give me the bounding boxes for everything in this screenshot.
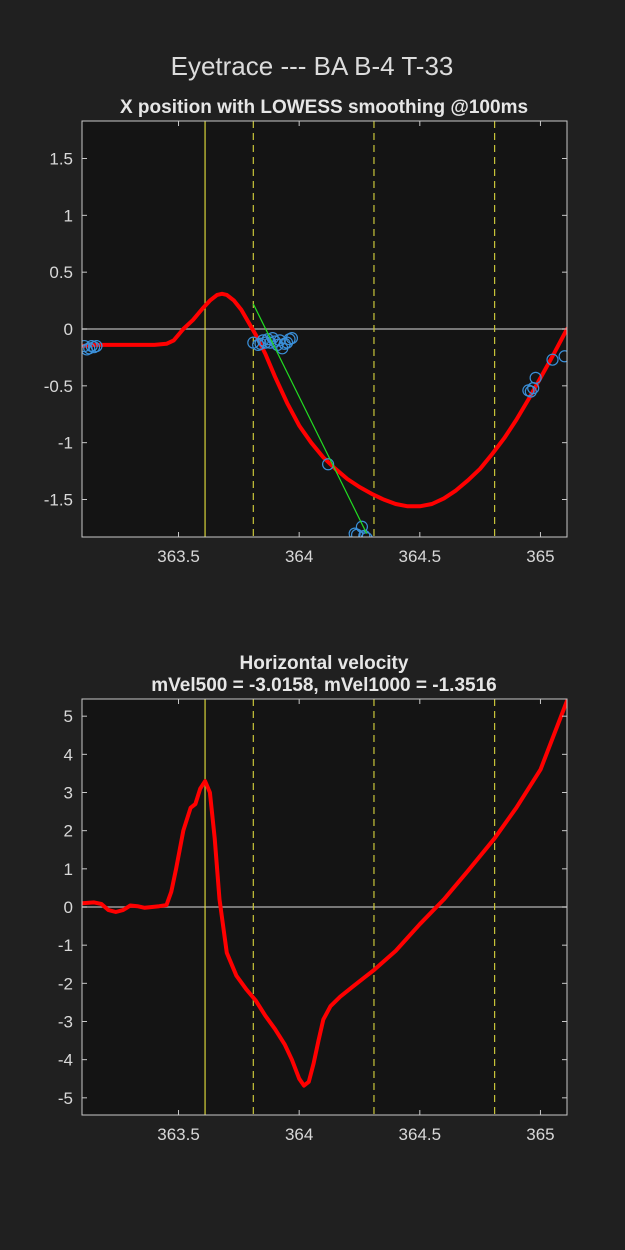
velocity-smoothed-trace bbox=[82, 699, 567, 1088]
position-sample-point bbox=[259, 336, 272, 349]
position-xtick-label: 364 bbox=[285, 547, 313, 566]
position-xtick-label: 365 bbox=[526, 547, 554, 566]
position-axes-title: X position with LOWESS smoothing @100ms bbox=[120, 97, 528, 118]
position-smoothed-trace bbox=[82, 291, 567, 509]
position-ytick-label: -1 bbox=[58, 434, 73, 453]
velocity-ytick-label: -5 bbox=[58, 1089, 73, 1108]
velocity-axes: Horizontal velocity mVel500 = -3.0158, m… bbox=[58, 653, 568, 1144]
position-fit-line bbox=[252, 303, 368, 534]
velocity-ytick-label: -4 bbox=[58, 1051, 73, 1070]
position-ytick-label: 1 bbox=[64, 206, 73, 225]
position-ytick-label: 0.5 bbox=[49, 263, 73, 282]
position-sample-point bbox=[83, 342, 96, 355]
position-ticks: 363.5 364 364.5 365 1.5 1 0.5 0 -0.5 -1 -1.5 bbox=[44, 121, 567, 566]
position-ytick-label: -1.5 bbox=[44, 490, 73, 509]
velocity-xtick-label: 364.5 bbox=[399, 1125, 442, 1144]
position-ytick-label: 1.5 bbox=[49, 150, 73, 169]
position-ytick-label: 0 bbox=[64, 320, 73, 339]
position-clipped-marks bbox=[82, 121, 567, 537]
position-marks bbox=[82, 121, 567, 537]
velocity-ytick-label: 1 bbox=[64, 860, 73, 879]
velocity-ytick-label: 4 bbox=[64, 745, 73, 764]
velocity-ytick-label: 2 bbox=[64, 822, 73, 841]
velocity-axes-title: Horizontal velocity bbox=[240, 653, 409, 674]
velocity-xtick-label: 365 bbox=[526, 1125, 554, 1144]
velocity-clipped-marks bbox=[82, 699, 567, 1115]
velocity-ytick-label: -1 bbox=[58, 936, 73, 955]
velocity-axes-frame bbox=[81, 698, 568, 1116]
position-xtick-label: 363.5 bbox=[157, 547, 200, 566]
position-sample-point bbox=[355, 520, 369, 533]
position-axes-frame bbox=[81, 120, 568, 538]
position-sample-point bbox=[524, 385, 537, 398]
position-sample-point bbox=[90, 339, 103, 353]
position-xtick-label: 364.5 bbox=[399, 547, 442, 566]
velocity-xtick-label: 364 bbox=[285, 1125, 313, 1144]
figure-title: Eyetrace --- BA B-4 T-33 bbox=[171, 51, 454, 81]
position-sample-point bbox=[546, 353, 559, 366]
velocity-ytick-label: 5 bbox=[64, 707, 73, 726]
velocity-ytick-label: 0 bbox=[64, 898, 73, 917]
position-sample-point bbox=[254, 337, 267, 350]
velocity-ytick-label: -2 bbox=[58, 974, 73, 993]
position-sample-point bbox=[558, 350, 567, 363]
velocity-xtick-label: 363.5 bbox=[157, 1125, 200, 1144]
position-sample-point bbox=[256, 334, 270, 347]
velocity-axes-subtitle: mVel500 = -3.0158, mVel1000 = -1.3516 bbox=[151, 675, 496, 696]
position-sample-point bbox=[529, 371, 542, 384]
position-sample-point bbox=[285, 331, 299, 345]
velocity-ytick-label: -3 bbox=[58, 1012, 73, 1031]
position-sample-point bbox=[322, 458, 335, 471]
position-sample-point bbox=[348, 527, 361, 537]
position-sample-point bbox=[358, 529, 371, 537]
position-axes: X position with LOWESS smoothing @100ms … bbox=[44, 97, 568, 566]
velocity-marks bbox=[82, 699, 567, 1115]
velocity-ticks: 363.5 364 364.5 365 5 4 3 2 1 0 -1 -2 -3 -4 -5 bbox=[58, 699, 567, 1144]
velocity-ytick-label: 3 bbox=[64, 784, 73, 803]
position-ytick-label: -0.5 bbox=[44, 377, 73, 396]
